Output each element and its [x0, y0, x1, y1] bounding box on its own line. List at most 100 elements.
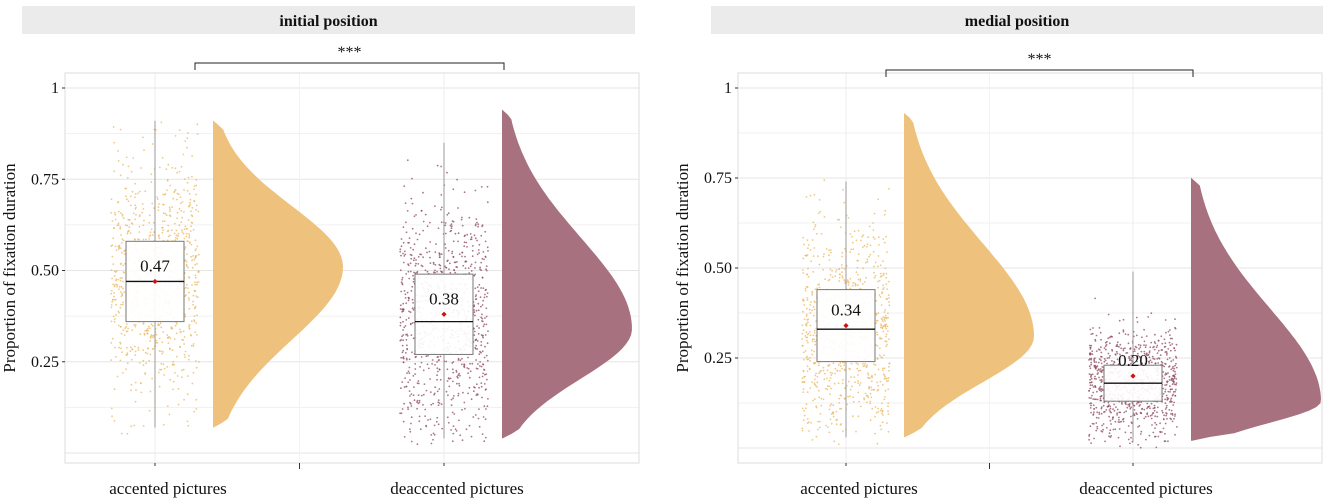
data-point — [195, 360, 197, 362]
data-point — [170, 326, 173, 329]
data-point — [194, 305, 197, 308]
data-point — [883, 398, 886, 401]
data-point — [480, 344, 483, 347]
mean-marker — [152, 278, 158, 285]
data-point — [197, 270, 200, 273]
data-point — [410, 334, 413, 336]
data-point — [855, 239, 858, 242]
data-point — [1121, 354, 1124, 357]
data-point — [402, 361, 405, 363]
data-point — [158, 234, 160, 237]
data-point — [822, 268, 824, 271]
data-point — [449, 377, 452, 380]
data-point — [465, 428, 468, 431]
data-point — [884, 309, 887, 311]
data-point — [411, 285, 414, 288]
data-point — [167, 224, 170, 227]
data-point — [187, 240, 189, 243]
data-point — [122, 301, 124, 304]
data-point — [188, 307, 191, 310]
data-point — [114, 213, 117, 216]
data-point — [165, 168, 168, 171]
data-point — [806, 422, 809, 424]
data-point — [439, 267, 442, 270]
data-point — [110, 320, 113, 323]
data-point — [1124, 359, 1127, 361]
data-point — [839, 407, 841, 410]
data-point — [1143, 328, 1145, 331]
data-point — [179, 346, 182, 349]
data-point — [122, 329, 125, 331]
data-point — [399, 321, 402, 324]
data-point — [1164, 432, 1166, 435]
data-point — [1090, 411, 1092, 414]
data-point — [1160, 360, 1163, 363]
data-point — [476, 340, 479, 342]
data-point — [1095, 378, 1097, 380]
data-point — [408, 372, 411, 374]
data-point — [446, 368, 449, 371]
data-point — [402, 302, 405, 305]
data-point — [1100, 355, 1103, 358]
data-point — [1159, 354, 1162, 357]
data-point — [480, 305, 482, 308]
data-point — [187, 287, 190, 289]
data-point — [885, 335, 887, 338]
data-point — [837, 364, 840, 366]
data-point — [840, 407, 843, 410]
data-point — [452, 188, 455, 191]
data-point — [836, 218, 839, 221]
data-point — [838, 218, 840, 221]
data-point — [1098, 358, 1101, 360]
data-point — [1109, 419, 1112, 422]
data-point — [812, 306, 815, 308]
data-point — [172, 197, 175, 200]
data-point — [861, 235, 864, 238]
data-point — [1157, 362, 1159, 364]
data-point — [468, 376, 471, 379]
data-point — [834, 372, 836, 375]
data-point — [151, 234, 154, 236]
data-point — [194, 263, 197, 266]
mean-label: 0.34 — [831, 301, 861, 320]
data-point — [801, 345, 804, 347]
data-point — [467, 372, 469, 375]
data-point — [1156, 411, 1158, 414]
data-point — [120, 303, 122, 306]
data-point — [847, 280, 850, 283]
data-point — [881, 367, 884, 370]
data-point — [130, 383, 133, 386]
data-point — [177, 387, 180, 390]
data-point — [196, 283, 198, 286]
data-point — [1102, 423, 1105, 425]
data-point — [1165, 331, 1167, 334]
data-point — [155, 341, 157, 344]
data-point — [1148, 362, 1151, 364]
data-point — [1143, 344, 1145, 346]
data-point — [833, 440, 836, 443]
data-point — [1169, 385, 1171, 388]
data-point — [407, 263, 409, 266]
data-point — [1164, 388, 1167, 391]
data-point — [193, 315, 196, 317]
data-point — [188, 291, 190, 294]
data-point — [810, 301, 812, 303]
data-point — [469, 233, 472, 235]
data-point — [806, 418, 809, 420]
data-point — [813, 308, 816, 311]
data-point — [138, 238, 140, 241]
data-point — [151, 143, 154, 145]
data-point — [144, 373, 147, 375]
data-point — [146, 352, 149, 355]
data-point — [178, 129, 181, 132]
data-point — [179, 328, 182, 331]
data-point — [410, 290, 413, 292]
data-point — [820, 404, 823, 407]
data-point — [117, 210, 120, 213]
data-point — [409, 323, 412, 326]
data-point — [1149, 346, 1152, 348]
data-point — [485, 307, 488, 310]
data-point — [173, 338, 176, 340]
data-point — [813, 398, 816, 400]
data-point — [825, 248, 828, 250]
